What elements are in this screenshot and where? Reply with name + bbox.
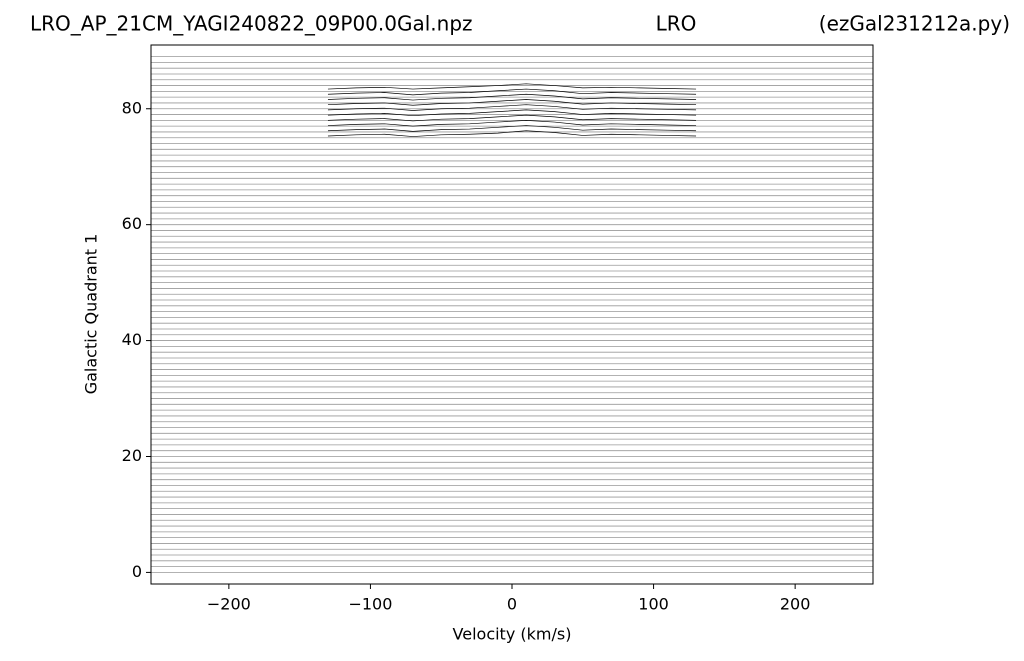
x-tick-label: 200: [780, 595, 811, 614]
y-tick-label: 60: [122, 214, 142, 233]
chart-subtitle: LRO: [656, 12, 697, 36]
spectrum-line: [327, 109, 697, 117]
spectrum-line: [327, 119, 697, 127]
spectrum-line: [327, 83, 697, 90]
spectrum-line: [327, 104, 697, 111]
spectrum-line: [327, 130, 697, 137]
y-tick-label: 40: [122, 330, 142, 349]
spectrum-line: [327, 88, 697, 96]
x-axis-label: Velocity (km/s): [453, 625, 572, 644]
y-axis-label: Galactic Quadrant 1: [82, 234, 101, 395]
annotation: (ezGal231212a.py): [819, 12, 1010, 36]
x-tick-label: 0: [507, 595, 517, 614]
x-tick-label: −100: [348, 595, 392, 614]
x-tick-label: −200: [207, 595, 251, 614]
spectrum-line: [327, 99, 697, 106]
spectrum-line: [327, 114, 697, 122]
y-tick-label: 80: [122, 98, 142, 117]
x-tick-label: 100: [638, 595, 669, 614]
chart-title: LRO_AP_21CM_YAGI240822_09P00.0Gal.npz: [30, 12, 473, 36]
y-tick-label: 0: [132, 562, 142, 581]
spectrum-line: [327, 93, 697, 101]
spectrum-line: [327, 125, 697, 132]
y-tick-label: 20: [122, 446, 142, 465]
